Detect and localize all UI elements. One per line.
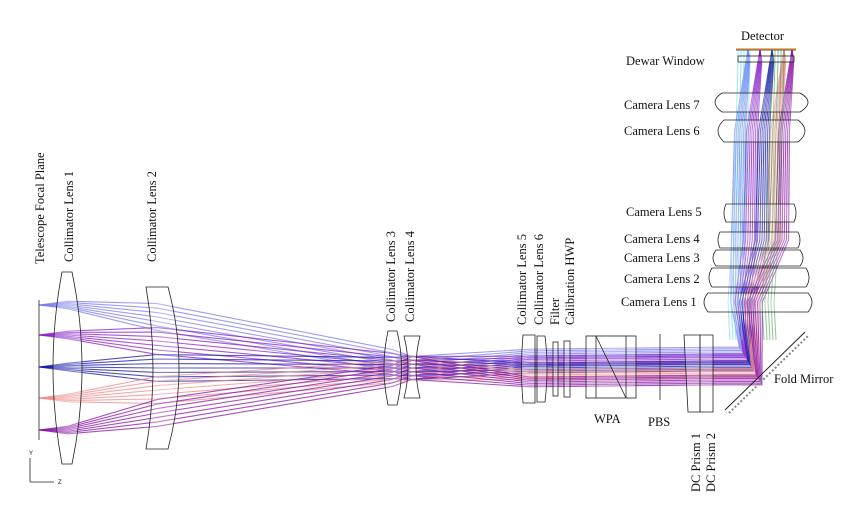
ray-collimator-field-5 [38,378,721,435]
label-dc-prism-1: DC Prism 1 [689,433,703,492]
ray-camera-extra-2 [764,50,776,341]
ray-camera-field-3 [720,49,773,364]
dewar-window-element [737,55,795,63]
label-camera-lens-3: Camera Lens 3 [624,251,700,265]
label-collimator-lens-2: Collimator Lens 2 [145,171,159,262]
ray-collimator-field-5 [38,363,721,431]
axis-indicator: Y Z [29,451,62,486]
camera-lens-2 [708,267,810,288]
ray-collimator-field-1 [38,300,721,358]
ray-camera-extra-2 [761,50,773,341]
fold-mirror [724,331,806,411]
label-dewar-window: Dewar Window [626,54,705,68]
ray-camera-field-2 [720,50,761,360]
ray-camera-extra-2 [770,50,782,341]
axis-y-label: Y [29,451,33,457]
ray-collimator-field-5 [39,367,721,431]
label-collimator-lens-3: Collimator Lens 3 [384,231,398,322]
ray-collimator-field-4 [38,355,721,399]
camera-lens-7 [714,92,809,113]
filter-element [552,341,559,397]
ray-camera-field-2 [720,49,761,355]
label-dc-prism-2: DC Prism 2 [704,433,718,492]
label-collimator-lens-4: Collimator Lens 4 [403,230,417,322]
collimator-lens-2 [145,286,180,450]
ray-bundles [38,49,795,435]
label-camera-lens-1: Camera Lens 1 [621,295,697,309]
dc-prism-2 [699,334,714,413]
dc-prism-1 [683,334,701,413]
label-fold-mirror: Fold Mirror [774,372,834,386]
label-pbs: PBS [648,415,670,429]
wpa-interface [595,335,627,399]
label-camera-lens-5: Camera Lens 5 [626,205,702,219]
label-filter: Filter [548,297,562,325]
collimator-lens-4 [403,335,421,399]
ray-camera-field-3 [720,49,773,365]
label-collimator-lens-6: Collimator Lens 6 [532,234,546,325]
calibration-hwp-element [563,340,571,398]
ray-camera-extra-2 [773,50,785,341]
label-wpa: WPA [594,412,621,426]
label-camera-lens-6: Camera Lens 6 [624,124,700,138]
label-camera-lens-7: Camera Lens 7 [624,98,700,112]
camera-lens-5 [723,203,797,223]
ray-camera-field-5 [720,49,794,384]
ray-camera-extra-1 [739,50,751,341]
ray-camera-extra-1 [730,50,742,341]
label-collimator-lens-1: Collimator Lens 1 [62,171,76,262]
camera-lens-3 [712,249,804,267]
ray-camera-field-4 [720,49,785,371]
labels: Telescope Focal Plane Collimator Lens 1 … [33,29,834,492]
collimator-lens-6 [536,335,548,403]
ray-camera-extra-1 [736,50,748,341]
camera-lens-4 [717,231,801,249]
collimator-lens-3 [383,330,402,406]
ray-camera-extra-2 [767,50,779,341]
wpa-element [585,335,637,399]
ray-camera-field-4 [720,49,785,369]
ray-camera-field-1 [720,49,749,348]
label-calibration-hwp: Calibration HWP [563,238,577,325]
collimator-lens-1 [52,271,83,465]
ray-collimator-field-2 [38,327,721,358]
ray-collimator-field-5 [38,359,721,431]
ray-collimator-field-5 [38,355,721,431]
ray-collimator-field-3 [38,354,721,368]
optical-elements [38,48,813,465]
ray-camera-field-5 [720,50,793,381]
ray-camera-field-2 [720,49,761,358]
fold-mirror-backing [728,334,810,414]
axis-z-label: Z [58,480,62,486]
label-detector: Detector [741,29,785,43]
collimator-lens-5 [521,334,536,404]
camera-lens-6 [717,119,806,143]
camera-lens-1 [703,292,813,313]
label-collimator-lens-5: Collimator Lens 5 [515,234,529,325]
label-camera-lens-4: Camera Lens 4 [624,232,700,246]
label-camera-lens-2: Camera Lens 2 [624,272,700,286]
ray-camera-field-2 [720,49,761,357]
label-telescope-focal-plane: Telescope Focal Plane [33,152,47,264]
ray-collimator-field-5 [38,371,721,432]
ray-collimator-field-5 [38,375,721,434]
ray-camera-extra-1 [733,50,745,341]
ray-camera-field-3 [720,49,773,362]
